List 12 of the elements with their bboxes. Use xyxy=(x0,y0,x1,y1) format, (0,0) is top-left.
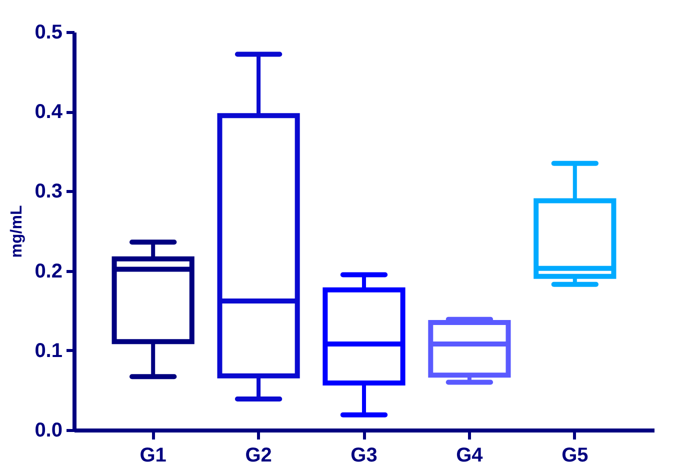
y-tick-label: 0.0 xyxy=(34,420,62,442)
x-tick-label: G1 xyxy=(140,444,166,466)
y-tick-label: 0.3 xyxy=(34,180,62,203)
y-tick-label: 0.2 xyxy=(34,260,62,282)
y-axis-title: mg/mL xyxy=(8,205,26,258)
x-tick-label: G4 xyxy=(456,444,484,466)
y-tick-label: 0.1 xyxy=(34,340,62,362)
y-tick-label: 0.5 xyxy=(34,22,62,44)
x-tick-label: G3 xyxy=(350,444,378,466)
x-tick-label: G2 xyxy=(245,444,272,466)
x-tick-label: G5 xyxy=(562,444,588,466)
y-tick-label: 0.4 xyxy=(34,101,64,124)
